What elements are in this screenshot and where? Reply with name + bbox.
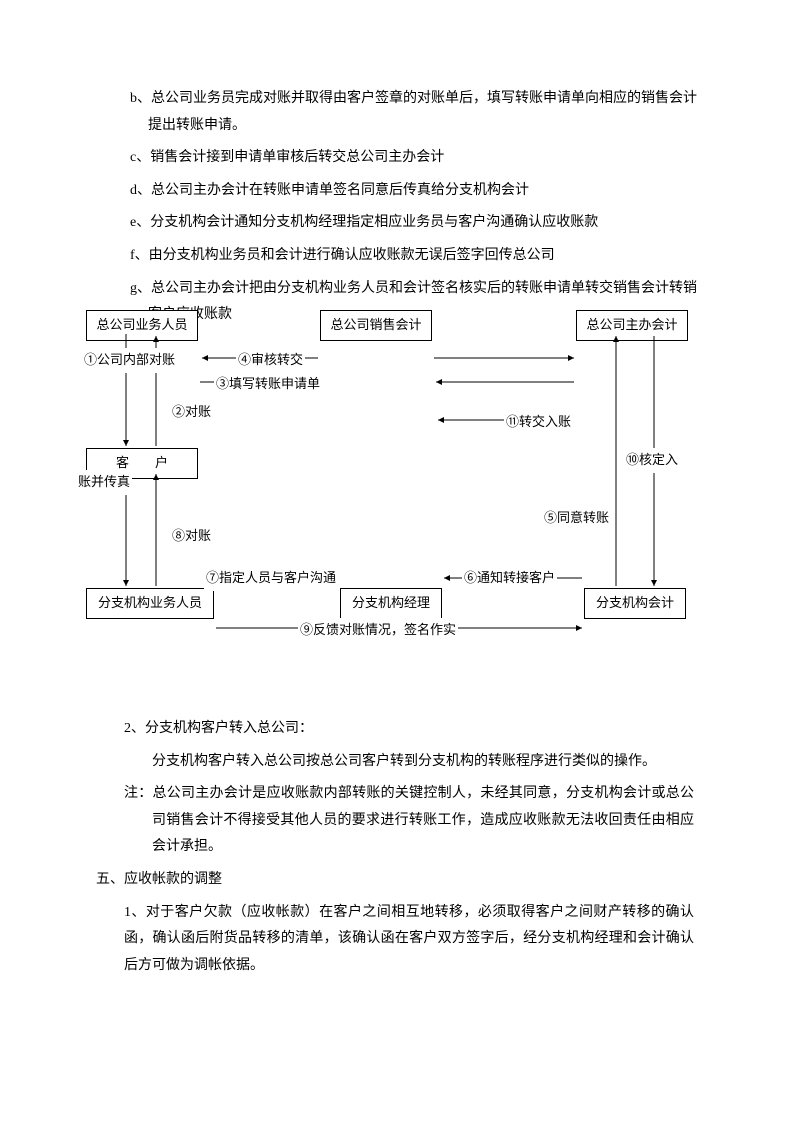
label-9: ⑨反馈对账情况，签名作实 [298, 618, 458, 643]
label-4: ④审核转交 [236, 348, 305, 373]
label-10: ⑩核定入 [624, 448, 680, 473]
text-list: b、总公司业务员完成对账并取得由客户签章的对账单后，填写转账申请单向相应的销售会… [0, 0, 793, 329]
list-item-f: f、由分支机构业务员和会计进行确认应收账款无误后签字回传总公司 [96, 243, 697, 270]
label-8: ⑧对账 [170, 524, 213, 549]
label-2: ②对账 [170, 400, 213, 425]
label-11: ⑪转交入账 [504, 410, 573, 435]
sec2-note: 注：总公司主办会计是应收账款内部转账的关键控制人，未经其同意，分支机构会计或总公… [96, 781, 694, 861]
sec2-item1: 1、对于客户欠款（应收帐款）在客户之间相互地转移，必须取得客户之间财产转移的确认… [96, 900, 694, 980]
label-6: ⑥通知转接客户 [462, 566, 557, 591]
flowchart-arrows [86, 310, 706, 660]
heading-5: 五、应收帐款的调整 [96, 867, 694, 894]
sec2-title: 2、分支机构客户转入总公司： [96, 716, 694, 743]
list-item-c: c、销售会计接到申请单审核后转交总公司主办会计 [96, 145, 697, 172]
flowchart: 总公司业务人员 总公司销售会计 总公司主办会计 客 户 分支机构业务人员 分支机… [86, 310, 706, 660]
list-item-e: e、分支机构会计通知分支机构经理指定相应业务员与客户沟通确认应收账款 [96, 210, 697, 237]
label-3: ③填写转账申请单 [214, 372, 322, 397]
list-item-d: d、总公司主办会计在转账申请单签名同意后传真给分支机构会计 [96, 178, 697, 205]
sec2-para1: 分支机构客户转入总公司按总公司客户转到分支机构的转账程序进行类似的操作。 [68, 749, 694, 776]
label-cut: 账并传真 [76, 470, 132, 495]
label-5: ⑤同意转账 [542, 506, 611, 531]
label-1: ①公司内部对账 [82, 348, 177, 373]
list-item-b: b、总公司业务员完成对账并取得由客户签章的对账单后，填写转账申请单向相应的销售会… [96, 86, 697, 139]
label-7: ⑦指定人员与客户沟通 [204, 566, 338, 591]
section-2: 2、分支机构客户转入总公司： 分支机构客户转入总公司按总公司客户转到分支机构的转… [96, 716, 694, 985]
